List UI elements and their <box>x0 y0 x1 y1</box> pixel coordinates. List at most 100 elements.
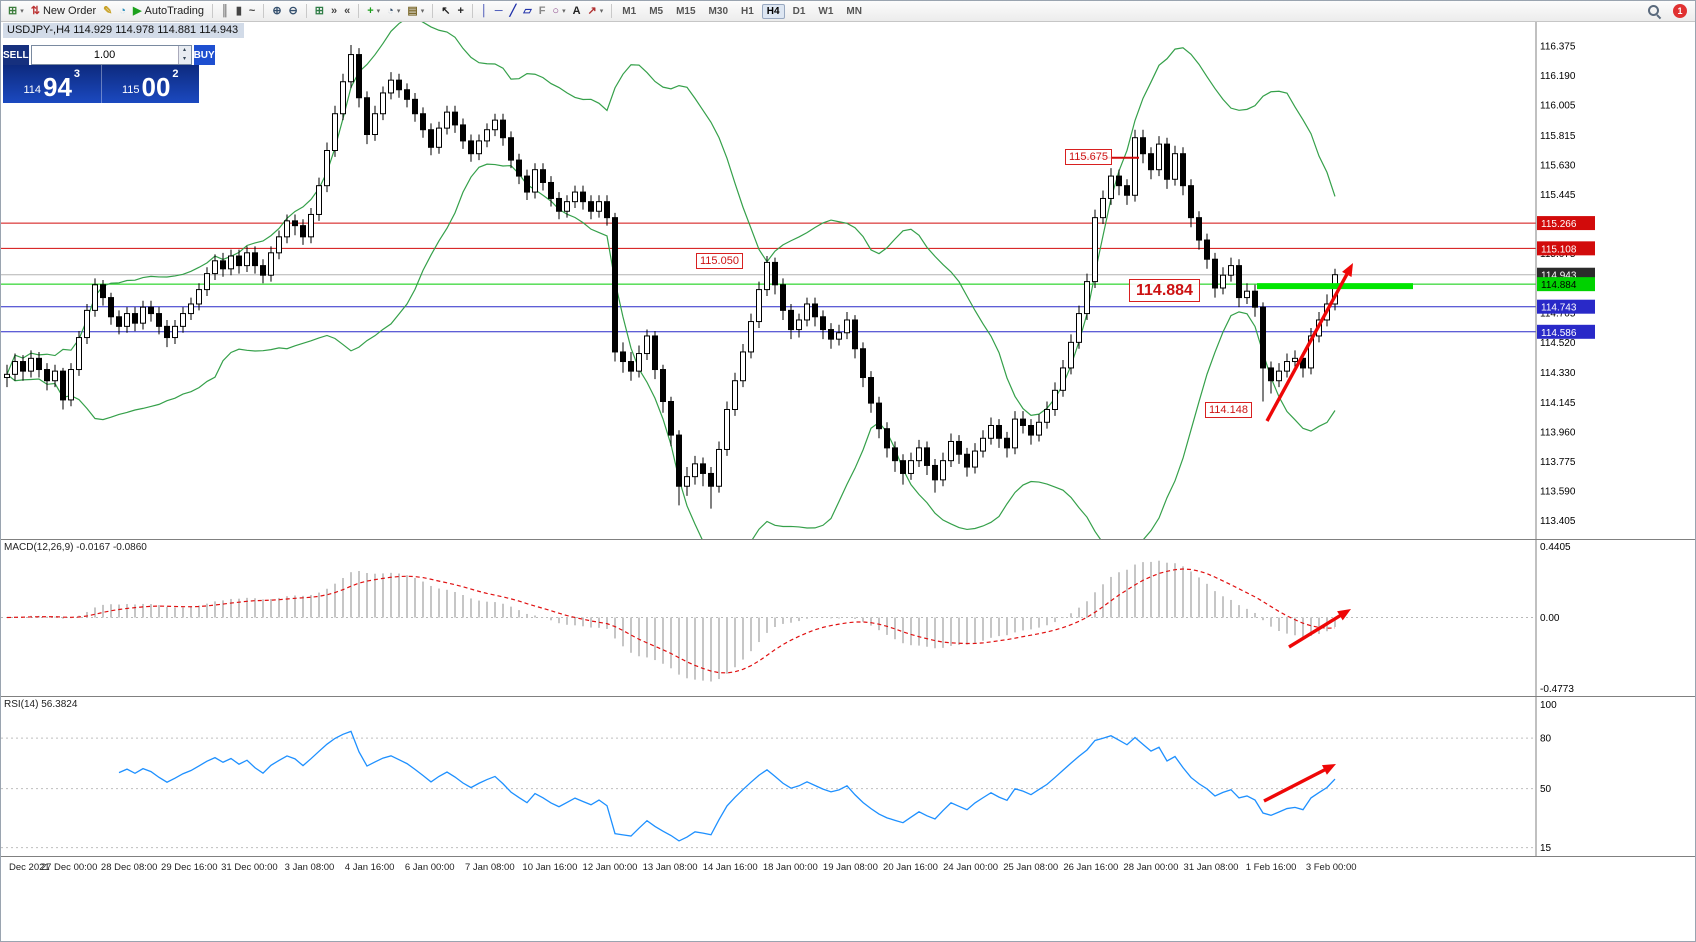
candlestick <box>1252 290 1258 308</box>
candlestick <box>492 119 498 131</box>
search-icon[interactable] <box>1648 4 1661 18</box>
svg-text:116.375: 116.375 <box>1540 41 1576 52</box>
svg-text:15: 15 <box>1540 843 1552 854</box>
periods-icon[interactable]: ◔ ▾ <box>384 3 403 20</box>
fibonacci-icon[interactable]: F <box>536 3 549 20</box>
vertical-line-icon[interactable]: │ <box>478 3 491 20</box>
candlestick <box>1156 143 1162 171</box>
trend-arrow <box>1263 766 1329 803</box>
rsi-indicator-label: RSI(14) 56.3824 <box>4 699 78 710</box>
indicators-icon[interactable]: + ▾ <box>364 3 383 20</box>
arrows-icon[interactable]: ↗ ▾ <box>585 3 607 20</box>
svg-text:50: 50 <box>1540 784 1552 795</box>
sell-button[interactable]: SELL <box>3 45 29 65</box>
candlestick <box>1212 258 1218 289</box>
templates-icon[interactable]: ▤ ▾ <box>404 3 427 20</box>
metaeditor-icon[interactable]: ✎ <box>100 3 115 20</box>
svg-text:115.266: 115.266 <box>1541 219 1577 230</box>
candlestick <box>300 225 306 238</box>
channel-icon[interactable]: ▱ <box>520 3 534 20</box>
chevron-down-icon: ▾ <box>420 8 425 15</box>
timeframe-button-m30[interactable]: M30 <box>708 5 728 17</box>
chart-shift-icon: « <box>344 4 351 17</box>
candlestick <box>100 284 106 299</box>
candlestick <box>124 313 130 327</box>
candlestick <box>372 113 378 136</box>
candlestick <box>404 89 410 100</box>
candlestick <box>196 289 202 305</box>
timeframe-button-h1[interactable]: H1 <box>741 5 754 17</box>
horizontal-line-icon[interactable]: ─ <box>492 3 506 20</box>
candlestick <box>1036 421 1042 436</box>
text-icon[interactable]: A <box>570 3 584 20</box>
toolbar-separator <box>432 4 434 18</box>
new-order-button[interactable]: ⇅ New Order <box>28 3 99 20</box>
timeframe-button-d1[interactable]: D1 <box>792 5 806 17</box>
candlestick <box>188 303 194 315</box>
new-order-button-label: New Order <box>42 5 97 17</box>
sell-price-display[interactable]: 114 94 3 <box>3 65 101 103</box>
auto-scroll-icon[interactable]: » <box>328 3 340 20</box>
timeframe-button-m5[interactable]: M5 <box>649 5 664 17</box>
candlestick <box>524 175 530 193</box>
tile-windows-icon[interactable]: ⊞ <box>312 3 327 20</box>
templates-icon: ▤ <box>407 4 418 17</box>
line-chart-icon[interactable]: ~ <box>246 3 258 20</box>
time-label: 18 Jan 00:00 <box>762 862 818 873</box>
trendline-icon[interactable]: ╱ <box>507 3 520 20</box>
candlestick-chart-icon: ▮ <box>235 4 242 17</box>
rsi-panel[interactable]: 100 80 50 15 <box>1 696 1696 856</box>
macd-panel[interactable]: 0.4405 0.00 -0.4773 <box>1 539 1696 696</box>
bar-chart-icon[interactable]: ║ <box>218 3 232 20</box>
trend-arrow-head <box>1337 609 1351 621</box>
candlestick <box>148 306 154 315</box>
volume-control: ▴ ▾ <box>30 45 192 65</box>
candlestick <box>1124 185 1130 196</box>
autotrading-button-label: AutoTrading <box>144 5 205 17</box>
volume-up-button[interactable]: ▴ <box>178 46 191 55</box>
shapes-icon[interactable]: ○ ▾ <box>549 3 568 20</box>
price-chart[interactable]: 116.375 116.190 116.005 115.815 115.630 115.4… <box>1 21 1696 539</box>
candlestick-chart-icon[interactable]: ▮ <box>233 3 245 20</box>
candlestick <box>892 447 898 462</box>
timeframe-button-m15[interactable]: M15 <box>676 5 696 17</box>
chart-shift-icon[interactable]: « <box>341 3 353 20</box>
candlestick <box>844 319 850 334</box>
zoom-in-icon[interactable]: ⊕ <box>269 3 284 20</box>
svg-text:113.960: 113.960 <box>1540 427 1576 438</box>
new-chart-icon[interactable]: ⊞ ▾ <box>5 3 27 20</box>
new-order-button: ⇅ <box>30 4 40 17</box>
timeframe-button-w1[interactable]: W1 <box>818 5 834 17</box>
candlestick <box>484 129 490 142</box>
crosshair-icon[interactable]: + <box>454 3 466 20</box>
timeframe-button-h4[interactable]: H4 <box>761 3 785 19</box>
candlestick <box>1004 437 1010 449</box>
buy-price-prefix: 115 <box>121 84 140 96</box>
candlestick <box>228 255 234 270</box>
candlestick <box>508 137 514 161</box>
time-axis[interactable]: Dec 2021 27 Dec 00:00 28 Dec 08:00 29 Dec 1… <box>1 856 1695 881</box>
candlestick <box>772 261 778 286</box>
candlestick <box>132 313 138 324</box>
autotrading-button[interactable]: ▶ AutoTrading <box>130 3 207 20</box>
volume-input[interactable] <box>31 46 178 64</box>
timeframe-button-m1[interactable]: M1 <box>622 5 637 17</box>
candlestick <box>236 255 242 267</box>
timeframe-button-mn[interactable]: MN <box>846 5 862 17</box>
algo-trading-icon[interactable]: ◔ <box>116 3 129 20</box>
indicators-icon: + <box>367 4 374 17</box>
time-label: Dec 2021 <box>9 862 50 873</box>
buy-price-display[interactable]: 115 00 2 <box>102 65 200 103</box>
candlestick <box>940 460 946 481</box>
candlestick <box>788 309 794 331</box>
cursor-icon[interactable]: ↖ <box>438 3 453 20</box>
candlestick <box>4 373 10 379</box>
notifications-icon[interactable]: 1 <box>1673 4 1687 18</box>
candlestick <box>268 252 274 276</box>
candlestick <box>868 377 874 404</box>
candlestick <box>692 463 698 478</box>
candlestick <box>1172 153 1178 180</box>
volume-down-button[interactable]: ▾ <box>178 55 191 64</box>
zoom-out-icon[interactable]: ⊖ <box>286 3 301 20</box>
buy-button[interactable]: BUY <box>193 45 215 65</box>
